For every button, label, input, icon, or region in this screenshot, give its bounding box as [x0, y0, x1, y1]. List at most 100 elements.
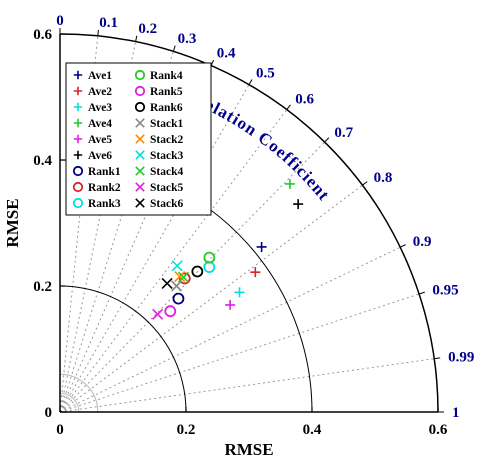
correlation-tick-label: 0.7 [334, 125, 353, 141]
legend-label-rank2: Rank2 [88, 182, 121, 194]
data-markers [152, 178, 304, 320]
correlation-tick-label: 0.9 [413, 234, 432, 250]
legend-marker-ave1 [73, 70, 83, 80]
correlation-gridline [59, 358, 435, 413]
y-axis-title: RMSE [3, 198, 22, 247]
y-tick-label: 0 [45, 405, 53, 421]
y-tick-label: 0.4 [33, 153, 52, 169]
correlation-tick-mark [418, 291, 425, 295]
correlation-tick-mark [135, 35, 138, 42]
correlation-gridline [59, 84, 250, 413]
legend-marker-ave4 [73, 118, 83, 128]
legend-label-stack6: Stack6 [150, 198, 183, 210]
legend-label-stack5: Stack5 [150, 182, 183, 194]
legend-label-stack2: Stack2 [150, 134, 183, 146]
legend-marker-rank1 [72, 165, 84, 177]
legend-label-rank6: Rank6 [150, 102, 183, 114]
legend-marker-ave3 [73, 102, 83, 112]
legend-label-ave4: Ave4 [88, 118, 112, 130]
legend-label-rank1: Rank1 [88, 166, 121, 178]
data-point-ave3 [234, 287, 245, 298]
data-point-ave4 [284, 178, 295, 189]
correlation-tick-mark [324, 137, 330, 143]
data-point-stack1 [170, 280, 183, 292]
correlation-tick-mark [286, 104, 291, 110]
correlation-tick-label: 0.5 [256, 66, 275, 82]
correlation-tick-mark [210, 59, 215, 66]
legend: Ave1 Ave2 Ave3 Ave4 Ave5 Ave6 Rank1 Rank2 Rank3 R… [65, 62, 212, 216]
outer-arc [59, 33, 439, 413]
legend-label-stack4: Stack4 [150, 166, 183, 178]
data-point-stack5 [152, 308, 164, 320]
correlation-gridline [59, 109, 288, 413]
legend-marker-stack5 [135, 182, 145, 192]
correlation-tick-label: 0.3 [178, 31, 197, 47]
legend-marker-rank2 [72, 181, 84, 193]
data-point-ave5 [225, 299, 236, 310]
correlation-tick-label: 0.95 [432, 283, 458, 299]
correlation-tick-label: 0.4 [217, 46, 236, 62]
correlation-tick-mark [248, 79, 253, 85]
legend-marker-stack2 [135, 134, 145, 144]
correlation-gridline [59, 141, 325, 413]
legend-marker-rank3 [72, 197, 84, 209]
legend-marker-stack3 [135, 150, 145, 160]
legend-marker-rank5 [134, 85, 146, 97]
legend-marker-ave5 [73, 134, 83, 144]
y-tick-label: 0.6 [33, 27, 52, 43]
data-point-stack2 [174, 270, 186, 283]
legend-marker-ave6 [73, 150, 83, 160]
correlation-tick-label: 1 [452, 405, 460, 421]
correlation-tick-mark [434, 357, 441, 360]
axes-layer [59, 28, 444, 413]
legend-label-stack1: Stack1 [150, 118, 183, 130]
data-point-ave6 [293, 199, 304, 210]
legend-label-ave1: Ave1 [88, 70, 112, 82]
legend-label-rank3: Rank3 [88, 198, 121, 210]
tick-labels: 0 0.2 0.4 0.6 0 0.2 0.4 0.6 [33, 27, 448, 438]
legend-marker-rank6 [134, 101, 146, 113]
correlation-gridline [59, 184, 363, 413]
correlation-tick-label: 0.2 [138, 21, 157, 37]
x-tick-label: 0 [56, 422, 64, 438]
legend-label-ave2: Ave2 [88, 86, 112, 98]
legend-items: Ave1 Ave2 Ave3 Ave4 Ave5 Ave6 Rank1 Rank2 Rank3 R… [72, 69, 183, 210]
legend-box [65, 62, 212, 216]
correlation-tick-mark [399, 244, 406, 248]
data-point-stack4 [177, 271, 190, 283]
legend-label-ave3: Ave3 [88, 102, 112, 114]
data-point-ave1 [256, 241, 267, 252]
data-point-rank3 [203, 261, 216, 274]
correlation-tick-label: 0.8 [374, 170, 393, 186]
y-tick-label: 0.2 [33, 279, 52, 295]
correlation-labels: 0 0.1 0.2 0.3 0.4 0.5 0.6 0.7 0.8 0.9 0.95 0.99 1 [56, 13, 474, 421]
data-point-rank4 [203, 251, 216, 264]
correlation-tick-label: 0.99 [448, 350, 474, 366]
legend-marker-ave2 [73, 86, 83, 96]
x-axis-title: RMSE [224, 440, 273, 459]
legend-label-stack3: Stack3 [150, 150, 183, 162]
legend-marker-stack1 [135, 118, 145, 128]
data-point-ave2 [250, 267, 261, 278]
correlation-tick-label: 0.6 [295, 91, 314, 107]
origin-arc [59, 392, 80, 413]
correlation-tick-mark [172, 45, 176, 52]
correlation-gridline [59, 293, 420, 413]
origin-arc [59, 373, 99, 413]
data-point-rank5 [164, 305, 177, 318]
x-tick-label: 0.4 [303, 422, 322, 438]
data-point-stack3 [171, 260, 183, 272]
data-point-stack6 [161, 277, 173, 290]
correlation-tick-mark [97, 29, 99, 36]
data-point-rank2 [178, 272, 191, 285]
legend-label-ave5: Ave5 [88, 134, 112, 146]
data-point-rank6 [191, 265, 204, 278]
rmse-arc [59, 285, 187, 413]
data-point-rank1 [172, 292, 185, 305]
legend-label-rank4: Rank4 [150, 70, 183, 82]
legend-label-rank5: Rank5 [150, 86, 183, 98]
correlation-gridline [59, 246, 401, 413]
legend-marker-rank4 [134, 69, 146, 81]
legend-marker-stack6 [135, 198, 145, 208]
